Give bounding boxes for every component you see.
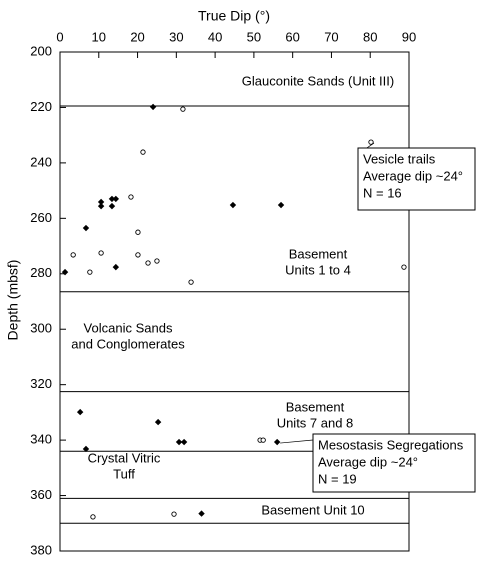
x-tick-label: 40 bbox=[208, 29, 222, 44]
point bbox=[108, 195, 116, 203]
x-tick-label: 0 bbox=[56, 29, 63, 44]
point bbox=[61, 268, 69, 276]
point bbox=[260, 437, 266, 443]
point bbox=[140, 149, 146, 155]
point bbox=[171, 511, 177, 517]
y-tick-label: 200 bbox=[30, 43, 52, 58]
unit-label: Tuff bbox=[113, 466, 135, 481]
point bbox=[82, 224, 90, 232]
x-tick-label: 60 bbox=[285, 29, 299, 44]
point bbox=[180, 438, 188, 446]
point bbox=[135, 229, 141, 235]
y-tick-label: 380 bbox=[30, 542, 52, 557]
unit-label: Glauconite Sands (Unit III) bbox=[242, 73, 394, 88]
y-tick-label: 300 bbox=[30, 321, 52, 336]
callout-text: Mesostasis Segregations bbox=[318, 437, 464, 452]
point bbox=[368, 139, 374, 145]
callout-text: N = 16 bbox=[363, 185, 402, 200]
point bbox=[112, 263, 120, 271]
unit-label: Basement Unit 10 bbox=[261, 502, 364, 517]
callout-text: Average dip ~24° bbox=[318, 454, 418, 469]
point bbox=[112, 195, 120, 203]
point bbox=[145, 260, 151, 266]
x-tick-label: 50 bbox=[247, 29, 261, 44]
x-tick-label: 10 bbox=[92, 29, 106, 44]
point bbox=[97, 198, 105, 206]
leader-line bbox=[280, 439, 314, 444]
y-tick-label: 360 bbox=[30, 487, 52, 502]
unit-label: Crystal Vitric bbox=[88, 450, 161, 465]
y-tick-label: 280 bbox=[30, 265, 52, 280]
point bbox=[180, 106, 186, 112]
point bbox=[82, 445, 90, 453]
y-axis-title: Depth (mbsf) bbox=[5, 260, 21, 341]
x-axis-title: True Dip (°) bbox=[198, 8, 270, 24]
callout-text: Vesicle trails bbox=[363, 151, 436, 166]
point bbox=[175, 438, 183, 446]
x-tick-label: 20 bbox=[130, 29, 144, 44]
y-tick-label: 240 bbox=[30, 154, 52, 169]
point bbox=[277, 201, 285, 209]
point bbox=[87, 269, 93, 275]
point bbox=[154, 418, 162, 426]
x-tick-label: 70 bbox=[324, 29, 338, 44]
plot-frame bbox=[59, 51, 410, 552]
y-tick-label: 340 bbox=[30, 432, 52, 447]
point bbox=[198, 510, 205, 517]
y-tick-label: 220 bbox=[30, 99, 52, 114]
unit-label: Basement bbox=[286, 399, 345, 414]
point bbox=[229, 201, 237, 209]
y-tick-label: 320 bbox=[30, 376, 52, 391]
point bbox=[154, 258, 160, 264]
point bbox=[90, 514, 96, 520]
unit-label: Units 7 and 8 bbox=[277, 415, 354, 430]
point bbox=[128, 194, 134, 200]
point bbox=[188, 279, 194, 285]
point bbox=[108, 202, 116, 210]
unit-label: and Conglomerates bbox=[71, 336, 185, 351]
y-tick-label: 260 bbox=[30, 210, 52, 225]
callout-text: Average dip ~24° bbox=[363, 168, 463, 183]
callout-box bbox=[312, 433, 476, 493]
point bbox=[70, 252, 76, 258]
point bbox=[135, 252, 141, 258]
x-tick-label: 90 bbox=[402, 29, 416, 44]
point bbox=[97, 202, 105, 210]
point bbox=[76, 408, 84, 416]
point bbox=[401, 264, 407, 270]
x-tick-label: 80 bbox=[363, 29, 377, 44]
unit-label: Basement bbox=[289, 246, 348, 261]
point bbox=[149, 103, 157, 111]
callout-text: N = 19 bbox=[318, 471, 357, 486]
callout-box bbox=[357, 147, 476, 211]
unit-label: Units 1 to 4 bbox=[285, 262, 351, 277]
unit-label: Volcanic Sands bbox=[84, 320, 173, 335]
x-tick-label: 30 bbox=[169, 29, 183, 44]
point bbox=[273, 438, 281, 446]
point bbox=[98, 250, 104, 256]
